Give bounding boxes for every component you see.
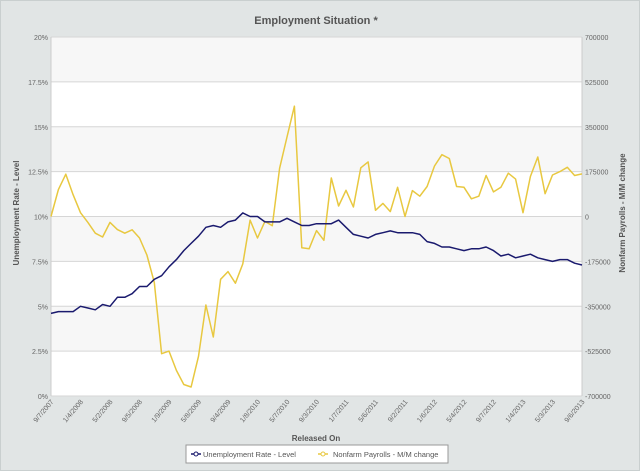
left-axis-title: Unemployment Rate - Level [12, 161, 21, 266]
right-tick-label: 525000 [585, 80, 608, 87]
left-tick-label: 15% [34, 125, 48, 132]
plot-band [51, 306, 582, 352]
left-tick-label: 17.5% [28, 80, 48, 87]
left-tick-label: 20% [34, 35, 48, 42]
plot-band [51, 37, 582, 82]
x-axis-title: Released On [292, 434, 341, 443]
right-tick-label: -700000 [585, 394, 611, 401]
nonfarm-payrolls-line [50, 105, 583, 388]
right-tick-label: 0 [585, 215, 589, 222]
right-axis-title: Nonfarm Payrolls - M/M change [618, 153, 627, 273]
legend-item-payrolls[interactable]: Nonfarm Payrolls - M/M change [318, 450, 438, 459]
plot-band [51, 81, 582, 127]
right-tick-label: -175000 [585, 259, 611, 266]
left-tick-label: 10% [34, 215, 48, 222]
chart-title: Employment Situation * [254, 15, 378, 27]
right-tick-label: 700000 [585, 35, 608, 42]
left-tick-label: 0% [38, 394, 48, 401]
legend-item-unemployment[interactable]: Unemployment Rate - Level [191, 450, 296, 459]
plot-band [51, 351, 582, 396]
plot-band [51, 261, 582, 307]
legend-label-unemployment: Unemployment Rate - Level [203, 450, 296, 459]
left-tick-label: 2.5% [32, 349, 48, 356]
right-tick-label: 175000 [585, 170, 608, 177]
left-tick-label: 7.5% [32, 259, 48, 266]
left-tick-label: 5% [38, 304, 48, 311]
right-tick-label: -350000 [585, 304, 611, 311]
unemployment-rate-line [50, 212, 583, 315]
right-tick-label: 350000 [585, 125, 608, 132]
right-tick-label: -525000 [585, 349, 611, 356]
plot-band [51, 171, 582, 217]
left-tick-label: 12.5% [28, 170, 48, 177]
plot-band [51, 126, 582, 172]
legend-label-payrolls: Nonfarm Payrolls - M/M change [333, 450, 438, 459]
legend: Unemployment Rate - Level Nonfarm Payrol… [185, 444, 449, 464]
